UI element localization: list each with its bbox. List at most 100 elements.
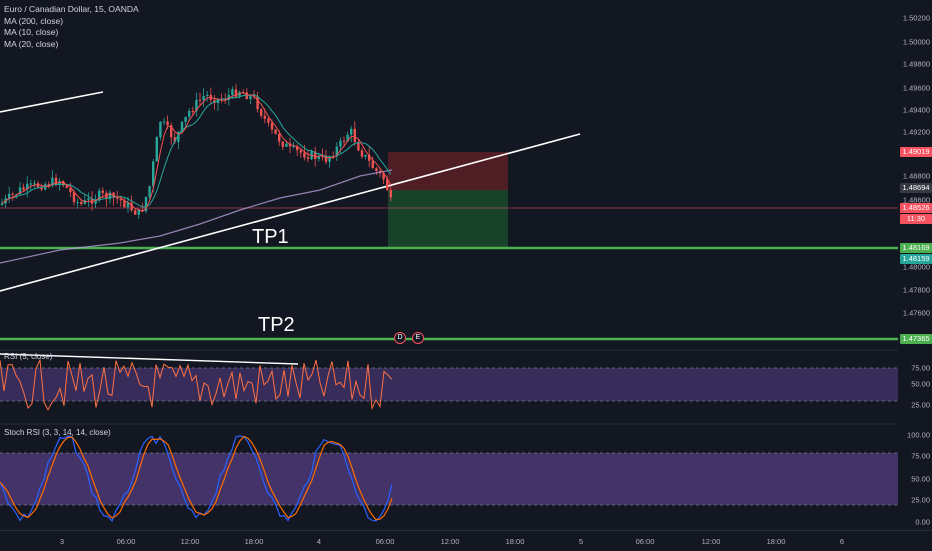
event-marker-icon[interactable]: E — [412, 332, 424, 344]
take-profit-zone[interactable] — [388, 190, 508, 248]
chart-legend: Euro / Canadian Dollar, 15, OANDA MA (20… — [4, 4, 139, 50]
candle-body — [206, 94, 209, 96]
tp1-label[interactable]: TP1 — [252, 226, 289, 248]
candle-body — [328, 156, 331, 162]
trendline-main[interactable] — [0, 133, 581, 292]
time-label: 06:00 — [116, 537, 136, 546]
stoch-d-line — [0, 435, 393, 521]
candle-body — [51, 177, 54, 186]
candle-body — [375, 168, 378, 172]
candle-body — [40, 187, 43, 190]
rsi-tick: 75.00 — [911, 363, 930, 373]
price-axis[interactable]: 1.50200 1.50000 1.49800 1.49600 1.49400 … — [898, 0, 932, 530]
price-tick: 1.50000 — [902, 37, 930, 47]
price-tag-target: 1.48159 — [900, 254, 932, 264]
stoch-tick: 50.00 — [911, 474, 930, 484]
ma20-legend[interactable]: MA (20, close) — [4, 38, 59, 49]
candle-body — [281, 141, 284, 147]
symbol-title[interactable]: Euro / Canadian Dollar, 15, OANDA — [4, 4, 139, 14]
candle-body — [159, 121, 162, 138]
price-tick: 1.48000 — [902, 262, 930, 272]
stoch-tick: 100.00 — [907, 430, 930, 440]
candle-body — [191, 110, 194, 112]
rsi-tick: 50.00 — [911, 379, 930, 389]
candle-body — [296, 146, 299, 151]
stoch-tick: 0.00 — [915, 517, 930, 527]
candle-body — [134, 210, 137, 215]
candle-body — [342, 140, 346, 142]
candle-body — [22, 187, 25, 190]
stoch-tick: 25.00 — [911, 495, 930, 505]
candle-body — [202, 95, 205, 100]
candle-body — [335, 146, 338, 157]
rsi-label[interactable]: RSI (5, close) — [4, 352, 53, 361]
candle-body — [249, 95, 252, 100]
event-marker-icon[interactable]: D — [394, 332, 406, 344]
candle-body — [8, 193, 11, 199]
trendline-upper-left[interactable] — [0, 91, 104, 113]
candle-body — [33, 183, 36, 185]
candle-body — [180, 121, 184, 132]
candle-body — [234, 89, 238, 97]
candle-body — [18, 187, 22, 195]
candle-body — [155, 137, 158, 162]
candle-body — [137, 209, 140, 215]
candle-body — [357, 142, 360, 151]
time-axis[interactable]: 3 06:00 12:00 18:00 4 06:00 12:00 18:00 … — [0, 530, 932, 551]
candle-body — [58, 181, 61, 185]
candle-body — [123, 200, 126, 208]
candle-body — [173, 137, 176, 142]
candle-body — [29, 183, 32, 185]
candle-body — [339, 140, 342, 147]
price-tick: 1.49400 — [902, 105, 930, 115]
candle-body — [101, 190, 104, 193]
time-label: 5 — [578, 537, 584, 546]
candle-body — [238, 91, 241, 97]
price-tick: 1.47600 — [902, 308, 930, 318]
candle-body — [98, 190, 101, 200]
time-label: 06:00 — [375, 537, 395, 546]
candle-body — [188, 110, 191, 117]
time-label: 12:00 — [440, 537, 460, 546]
price-tick: 1.48600 — [902, 195, 930, 205]
candle-body — [152, 161, 155, 187]
rsi-line — [0, 358, 393, 411]
candle-body — [47, 184, 50, 186]
candle-body — [198, 99, 202, 101]
candle-body — [364, 154, 367, 157]
candle-body — [69, 188, 72, 193]
candle-body — [267, 118, 270, 123]
candle-body — [299, 150, 302, 153]
tp2-label[interactable]: TP2 — [258, 314, 295, 336]
rsi-trendline[interactable] — [0, 353, 299, 365]
ma10-line — [1, 92, 392, 213]
candle-body — [141, 209, 144, 212]
candle-body — [270, 122, 274, 130]
price-tag-ma: 1.48694 — [900, 183, 932, 193]
ma200-legend[interactable]: MA (200, close) — [4, 15, 64, 26]
time-label: 06:00 — [635, 537, 655, 546]
candle-body — [324, 155, 328, 162]
stoch-label[interactable]: Stoch RSI (3, 3, 14, 14, close) — [4, 428, 111, 437]
candle-body — [76, 201, 79, 203]
candle-body — [54, 177, 58, 185]
candle-body — [166, 121, 169, 126]
ma10-legend[interactable]: MA (10, close) — [4, 27, 59, 37]
price-tag-tp2: 1.47365 — [900, 334, 932, 344]
time-label: 4 — [316, 537, 322, 546]
price-tag-stop: 1.49019 — [900, 147, 932, 157]
price-tick: 1.47800 — [902, 285, 930, 295]
candle-body — [144, 196, 148, 212]
candle-body — [11, 193, 14, 195]
price-tick: 1.49800 — [902, 59, 930, 69]
main-chart[interactable] — [0, 0, 898, 530]
price-tick: 1.48800 — [902, 171, 930, 181]
candle-body — [350, 128, 353, 135]
candle-body — [36, 183, 40, 188]
price-tick: 1.50200 — [902, 13, 930, 23]
candle-body — [72, 192, 76, 203]
candle-body — [256, 96, 259, 110]
stoch-band — [0, 453, 898, 505]
price-tick: 1.49200 — [902, 127, 930, 137]
candlesticks — [0, 84, 392, 220]
